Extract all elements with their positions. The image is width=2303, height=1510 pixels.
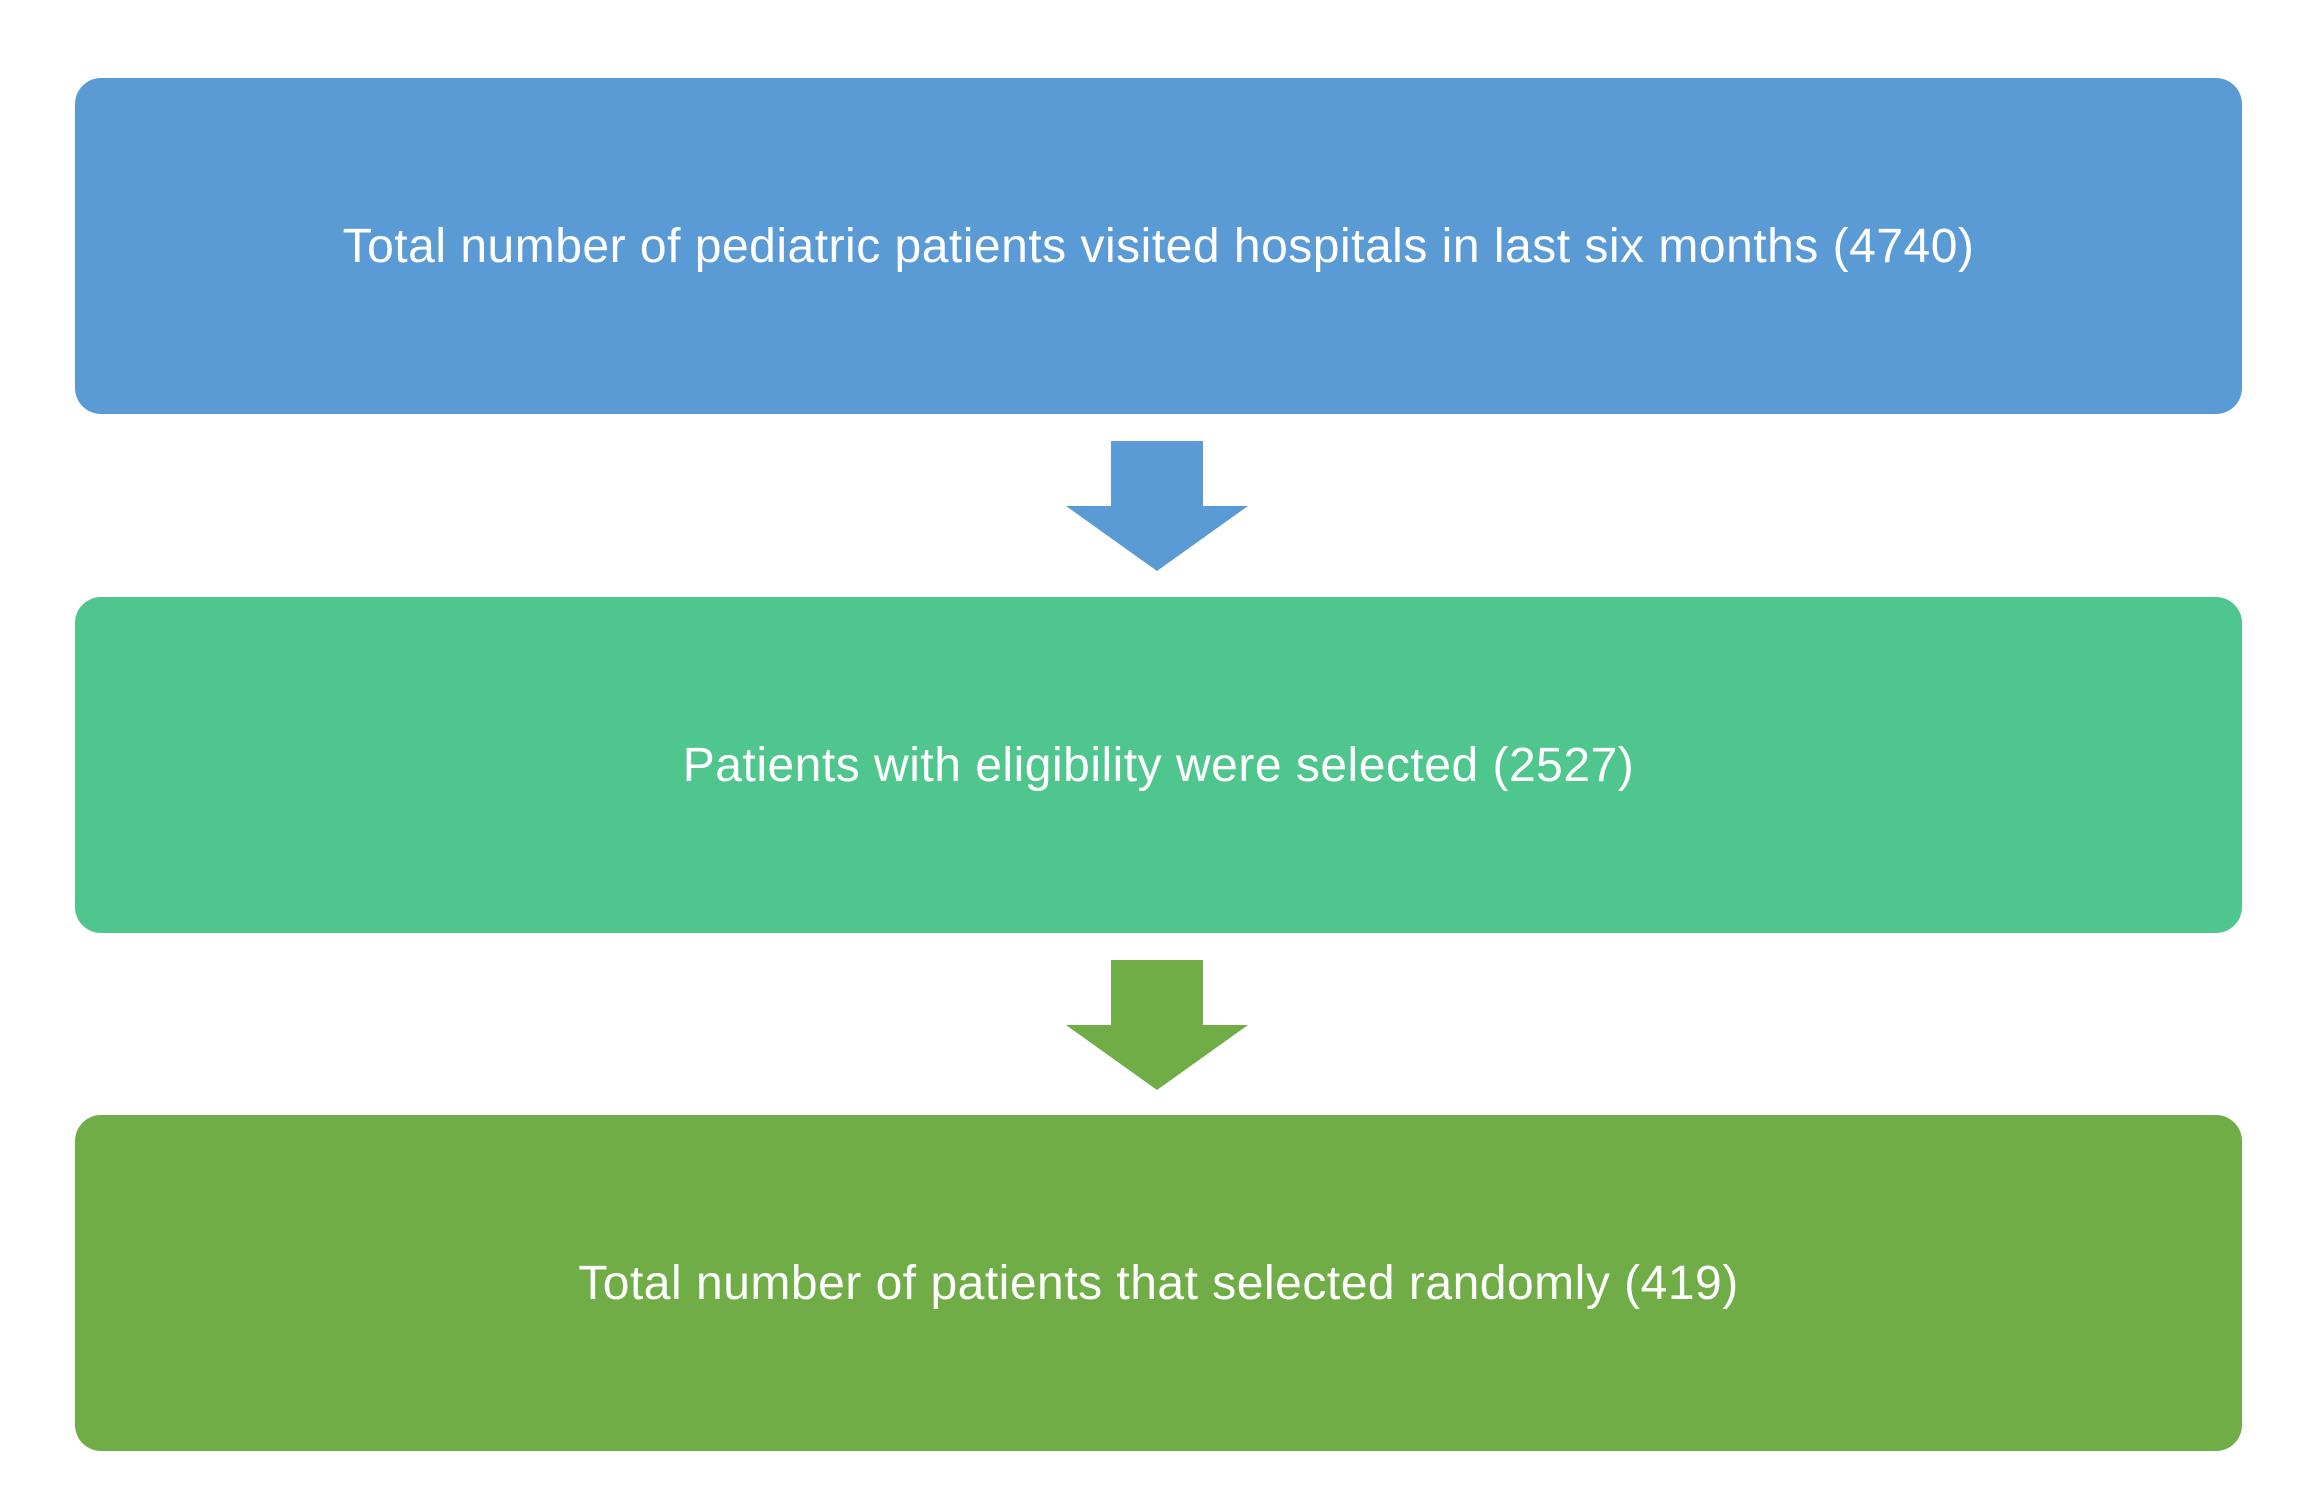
step-label: Patients with eligibility were selected … xyxy=(682,738,1635,792)
step-label: Total number of patients that selected r… xyxy=(578,1256,1739,1310)
arrow-down-icon xyxy=(1066,960,1248,1090)
step-box-total-patients: Total number of pediatric patients visit… xyxy=(75,78,2242,414)
step-box-eligible-patients: Patients with eligibility were selected … xyxy=(75,597,2242,933)
arrow-down-icon xyxy=(1066,441,1248,571)
step-label: Total number of pediatric patients visit… xyxy=(342,219,1975,273)
step-box-random-selection: Total number of patients that selected r… xyxy=(75,1115,2242,1451)
